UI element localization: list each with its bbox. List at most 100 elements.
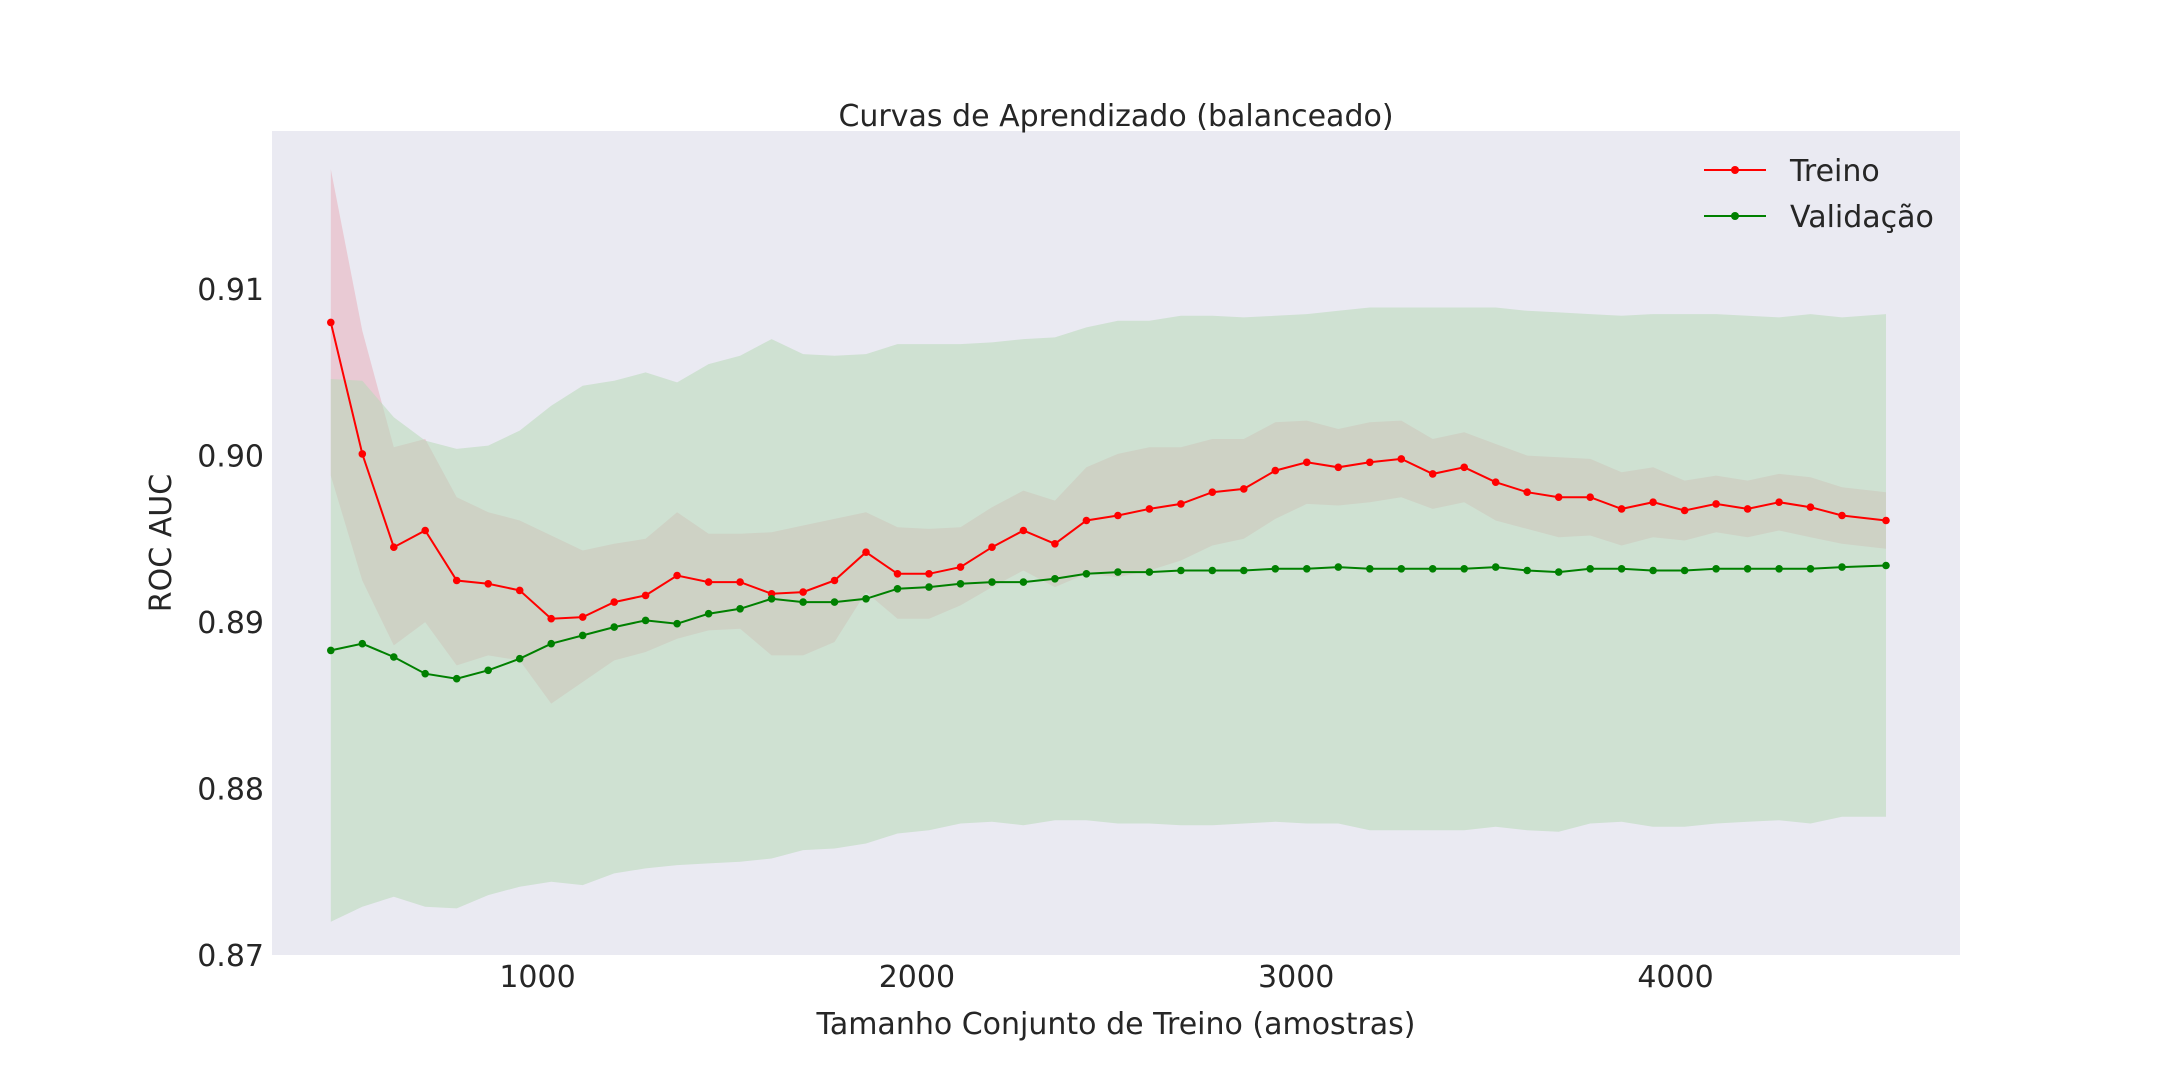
data-point-validacao [484, 666, 493, 675]
data-point-validacao [1491, 563, 1500, 571]
data-point-validacao [1649, 566, 1657, 575]
data-point-validacao [673, 619, 681, 628]
data-point-treino [1743, 505, 1752, 513]
data-point-validacao [610, 623, 618, 631]
data-point-treino [673, 571, 681, 580]
data-point-treino [547, 614, 555, 623]
data-point-validacao [1397, 565, 1406, 573]
data-point-treino [1680, 506, 1689, 515]
data-point-validacao [862, 595, 870, 603]
data-point-treino [358, 450, 367, 458]
data-point-treino [421, 526, 430, 535]
x-tick-label: 2000 [879, 960, 955, 995]
data-point-validacao [1366, 565, 1374, 573]
confidence-band-validacao [330, 307, 1886, 922]
data-point-treino [1334, 463, 1343, 472]
data-point-validacao [1617, 565, 1626, 573]
data-point-validacao [1271, 565, 1280, 573]
data-point-validacao [515, 654, 524, 663]
data-point-validacao [1428, 565, 1437, 573]
y-axis-ticks: 0.87 0.88 0.89 0.90 0.91 [197, 273, 264, 974]
data-point-treino [1882, 516, 1890, 525]
data-point-validacao [1145, 568, 1154, 576]
data-point-treino [862, 548, 870, 556]
y-tick-label: 0.91 [197, 273, 264, 308]
data-point-treino [1051, 540, 1059, 548]
data-point-treino [641, 591, 650, 600]
data-point-treino [799, 588, 807, 596]
data-point-validacao [1051, 575, 1059, 583]
legend-marker-treino [1731, 166, 1739, 174]
data-point-treino [1428, 470, 1437, 478]
data-point-validacao [547, 639, 555, 648]
data-point-validacao [1775, 565, 1783, 573]
data-point-validacao [641, 616, 650, 625]
data-point-treino [1554, 493, 1563, 502]
series-line-validacao [330, 564, 1887, 680]
data-point-validacao [1712, 565, 1720, 573]
data-point-validacao [1177, 566, 1185, 575]
series-line-treino [329, 322, 1887, 620]
data-point-validacao [1208, 566, 1217, 575]
data-point-validacao [736, 605, 744, 613]
data-point-validacao [1882, 561, 1890, 570]
data-point-treino [1491, 478, 1500, 487]
data-point-validacao [1523, 566, 1531, 575]
series-lines [329, 322, 1887, 680]
data-point-treino [1114, 511, 1122, 520]
data-point-treino [1145, 505, 1154, 513]
data-point-treino [1240, 485, 1248, 493]
legend-label-treino: Treino [1789, 154, 1880, 189]
data-point-validacao [358, 639, 367, 648]
data-point-validacao [1554, 568, 1563, 576]
y-tick-label: 0.87 [197, 939, 264, 974]
data-point-treino [327, 318, 335, 327]
data-point-treino [1082, 516, 1091, 525]
data-point-validacao [1680, 566, 1689, 575]
data-point-treino [1397, 455, 1406, 463]
data-point-treino [1177, 500, 1185, 508]
data-point-validacao [704, 609, 713, 618]
data-point-treino [1838, 511, 1846, 520]
data-point-validacao [830, 598, 839, 606]
data-point-validacao [956, 580, 965, 588]
data-point-validacao [1082, 570, 1091, 578]
x-tick-label: 3000 [1258, 960, 1334, 995]
y-tick-label: 0.89 [197, 606, 264, 641]
data-point-treino [830, 576, 839, 585]
data-point-treino [1712, 500, 1720, 508]
data-point-validacao [578, 631, 587, 640]
data-point-validacao [452, 674, 461, 683]
data-point-validacao [1019, 578, 1028, 586]
data-point-validacao [1460, 565, 1468, 573]
data-point-treino [1586, 493, 1594, 502]
legend-marker-validacao [1731, 212, 1739, 220]
confidence-bands [330, 169, 1886, 922]
data-point-validacao [1303, 565, 1311, 573]
data-point-treino [452, 576, 461, 585]
data-point-treino [610, 598, 618, 606]
data-point-treino [1617, 505, 1626, 513]
y-axis-label: ROC AUC [144, 474, 179, 612]
data-point-treino [1806, 503, 1815, 512]
data-point-treino [1460, 463, 1468, 472]
data-point-treino [1649, 498, 1657, 507]
x-tick-label: 1000 [499, 960, 575, 995]
data-point-treino [1019, 526, 1028, 535]
x-axis-label: Tamanho Conjunto de Treino (amostras) [815, 1007, 1415, 1042]
data-point-treino [956, 563, 965, 571]
data-point-treino [704, 578, 713, 586]
data-point-treino [578, 613, 587, 621]
legend-label-validacao: Validação [1790, 200, 1934, 235]
y-tick-label: 0.90 [197, 440, 264, 475]
data-point-treino [1775, 498, 1783, 507]
data-point-treino [1271, 466, 1280, 475]
series-markers [327, 318, 1890, 683]
data-point-treino [484, 580, 493, 588]
data-point-validacao [1838, 563, 1846, 571]
data-point-treino [1208, 488, 1217, 497]
data-point-treino [1523, 488, 1531, 497]
data-point-validacao [1743, 565, 1752, 573]
data-point-validacao [1114, 568, 1122, 576]
